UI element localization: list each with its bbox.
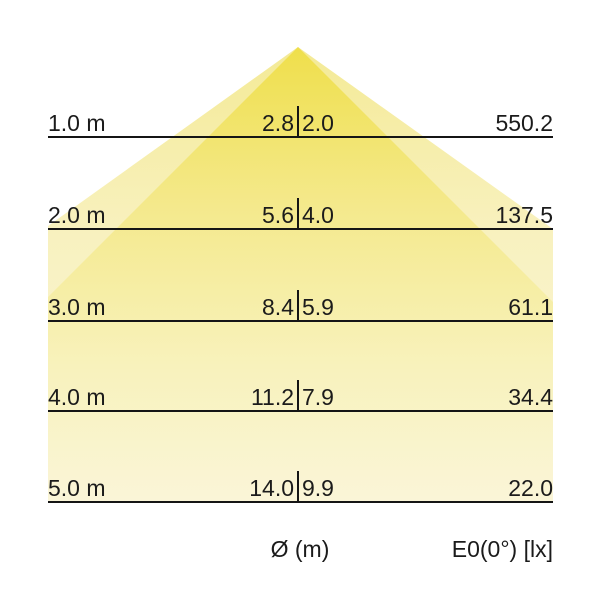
ruler-line: [48, 320, 553, 322]
distance-label: 5.0 m: [48, 475, 106, 501]
diameter-separator: [297, 106, 299, 138]
ruler-line: [48, 136, 553, 138]
diameter-outer-value: 2.8: [262, 110, 294, 136]
diameter-outer-value: 11.2: [250, 384, 294, 410]
inner-cone-shape: [48, 47, 553, 503]
illuminance-value: 34.4: [508, 384, 553, 410]
ruler-line: [48, 228, 553, 230]
diameter-outer-value: 8.4: [262, 294, 294, 320]
illuminance-value: 22.0: [508, 475, 553, 501]
distance-label: 2.0 m: [48, 202, 106, 228]
diameter-axis-label: Ø (m): [270, 536, 330, 562]
illuminance-value: 550.2: [495, 110, 553, 136]
illuminance-value: 61.1: [508, 294, 553, 320]
diameter-inner-value: 7.9: [302, 384, 334, 410]
diameter-separator: [297, 380, 299, 412]
distance-label: 3.0 m: [48, 294, 106, 320]
diameter-inner-value: 9.9: [302, 475, 334, 501]
diameter-outer-value: 14.0: [249, 475, 294, 501]
illuminance-value: 137.5: [495, 202, 553, 228]
illuminance-axis-label: E0(0°) [lx]: [451, 536, 553, 562]
diameter-separator: [297, 198, 299, 230]
ruler-line: [48, 501, 553, 503]
diameter-separator: [297, 290, 299, 322]
diameter-inner-value: 4.0: [302, 202, 334, 228]
ruler-line: [48, 410, 553, 412]
diameter-inner-value: 5.9: [302, 294, 334, 320]
distance-label: 1.0 m: [48, 110, 106, 136]
distance-label: 4.0 m: [48, 384, 106, 410]
diameter-inner-value: 2.0: [302, 110, 334, 136]
diameter-separator: [297, 471, 299, 503]
diameter-outer-value: 5.6: [262, 202, 294, 228]
